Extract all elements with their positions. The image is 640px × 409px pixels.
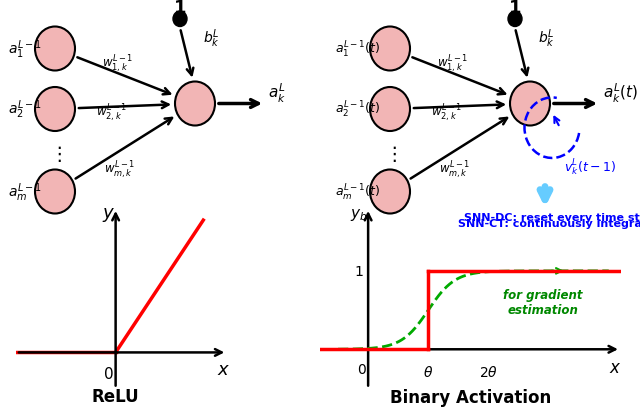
Text: $w_{1,k}^{L-1}$: $w_{1,k}^{L-1}$ [102, 53, 134, 74]
Circle shape [370, 27, 410, 71]
Text: $y_b$: $y_b$ [350, 207, 368, 223]
Text: $x$: $x$ [216, 360, 230, 378]
Text: $a_2^{L-1}(t)$: $a_2^{L-1}(t)$ [335, 100, 380, 120]
Text: $v_k^L(t-1)$: $v_k^L(t-1)$ [564, 158, 616, 178]
Text: $2\theta$: $2\theta$ [479, 364, 498, 379]
Circle shape [175, 82, 215, 126]
Text: $a_m^{L-1}(t)$: $a_m^{L-1}(t)$ [335, 182, 380, 202]
Text: $a_2^{L-1}$: $a_2^{L-1}$ [8, 99, 42, 121]
Text: $\theta$: $\theta$ [423, 364, 433, 379]
Text: for gradient
estimation: for gradient estimation [503, 288, 582, 317]
Text: $a_1^{L-1}(t)$: $a_1^{L-1}(t)$ [335, 39, 380, 59]
Circle shape [370, 170, 410, 214]
Text: $1$: $1$ [355, 264, 364, 278]
Text: $w_{m,k}^{L-1}$: $w_{m,k}^{L-1}$ [439, 160, 470, 181]
Text: $\mathbf{1}$: $\mathbf{1}$ [508, 0, 522, 17]
Text: Binary Activation: Binary Activation [390, 389, 551, 407]
Text: $\vdots$: $\vdots$ [383, 144, 396, 164]
Text: $\mathit{0}$: $\mathit{0}$ [103, 366, 114, 382]
Text: $\vdots$: $\vdots$ [49, 144, 61, 164]
Text: $w_{m,k}^{L-1}$: $w_{m,k}^{L-1}$ [104, 160, 136, 181]
Text: ReLU: ReLU [92, 387, 140, 405]
Text: SNN-CT: continuously integrated: SNN-CT: continuously integrated [458, 219, 640, 229]
Circle shape [370, 88, 410, 132]
Text: $b_k^L$: $b_k^L$ [203, 27, 220, 49]
Text: $\mathit{0}$: $\mathit{0}$ [357, 362, 367, 376]
Circle shape [508, 12, 522, 27]
Text: $x$: $x$ [609, 357, 621, 375]
Text: $b_k^L$: $b_k^L$ [538, 27, 555, 49]
Text: $w_{2,k}^{L-1}$: $w_{2,k}^{L-1}$ [97, 102, 127, 124]
Text: $a_k^L$: $a_k^L$ [268, 82, 286, 105]
Circle shape [35, 170, 75, 214]
Text: $a_k^L(t)$: $a_k^L(t)$ [603, 82, 638, 105]
Text: $\mathbf{1}$: $\mathbf{1}$ [173, 0, 187, 17]
Circle shape [173, 12, 187, 27]
Circle shape [35, 88, 75, 132]
Text: $a_m^{L-1}$: $a_m^{L-1}$ [8, 181, 42, 203]
Text: SNN-DC: reset every time step: SNN-DC: reset every time step [465, 212, 640, 222]
Text: $a_1^{L-1}$: $a_1^{L-1}$ [8, 38, 42, 61]
Text: $w_{1,k}^{L-1}$: $w_{1,k}^{L-1}$ [437, 53, 468, 74]
Circle shape [35, 27, 75, 71]
Circle shape [510, 82, 550, 126]
Text: $w_{2,k}^{L-1}$: $w_{2,k}^{L-1}$ [431, 102, 463, 124]
Text: $y$: $y$ [102, 206, 115, 224]
